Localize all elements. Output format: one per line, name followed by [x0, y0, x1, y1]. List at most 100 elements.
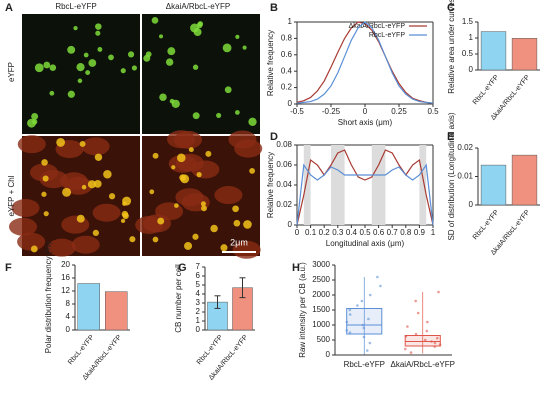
carboxysome — [192, 233, 199, 240]
carboxysome — [177, 153, 186, 163]
cell — [155, 202, 184, 221]
cell — [228, 130, 257, 149]
carboxysome — [31, 112, 39, 120]
cell — [92, 203, 121, 222]
y-tick-label: 500 — [317, 335, 331, 344]
carboxysome — [108, 193, 116, 200]
carboxysome — [49, 64, 57, 71]
carboxysome — [224, 86, 232, 94]
y-tick-label: 0.5 — [462, 49, 474, 58]
y-tick-label: 0 — [326, 350, 331, 359]
y-tick-label: 1 — [196, 316, 201, 325]
y-tick-label: 0 — [469, 65, 474, 74]
data-point — [379, 284, 382, 288]
micrograph — [22, 14, 140, 134]
y-tick-label: 0.6 — [281, 50, 293, 59]
carboxysome — [95, 30, 101, 36]
y-axis-label: Raw intensity per CB (a.u.) — [298, 262, 307, 358]
carboxysome — [127, 51, 135, 58]
panel-letter: H — [292, 262, 300, 274]
x-tick-label: ΔkaiA/RbcL-eYFP — [391, 360, 455, 369]
carboxysome — [32, 119, 38, 125]
data-point — [348, 308, 352, 312]
carboxysome — [131, 65, 137, 71]
carboxysome — [192, 64, 199, 70]
data-point — [360, 299, 364, 303]
carboxysome — [122, 201, 127, 206]
carboxysome — [184, 241, 193, 250]
carboxysome — [42, 175, 49, 182]
carboxysome — [248, 117, 257, 126]
carboxysome — [200, 201, 206, 207]
carboxysome — [157, 217, 165, 225]
y-tick-label: 0 — [469, 200, 474, 209]
column-label: RbcL-eYFP — [55, 2, 96, 11]
carboxysome — [152, 152, 159, 159]
panel-letter: C — [447, 2, 455, 14]
y-tick-label: 0.04 — [276, 180, 292, 189]
y-tick-label: 2000 — [312, 290, 330, 299]
x-tick-label: 0.6 — [373, 228, 385, 237]
carboxysome — [233, 219, 241, 227]
carboxysome — [205, 150, 212, 157]
carboxysome — [41, 159, 48, 166]
cell — [17, 135, 46, 154]
carboxysome — [196, 22, 203, 29]
x-tick-label: 0 — [295, 228, 300, 237]
y-tick-label: 3000 — [312, 260, 330, 269]
y-axis-label: Relative frequency — [266, 30, 275, 96]
y-tick-label: 0.01 — [457, 172, 473, 181]
x-tick-label: 0.9 — [414, 228, 426, 237]
shaded-region — [419, 145, 427, 225]
y-tick-label: 0.2 — [281, 83, 293, 92]
x-tick-label: 0.3 — [332, 228, 344, 237]
data-point — [348, 313, 352, 316]
bar — [511, 38, 538, 71]
x-axis-label: Longitudinal axis (μm) — [326, 239, 405, 248]
panel-letter: D — [270, 131, 278, 143]
panel-letter: E — [447, 131, 454, 143]
y-tick-label: 5 — [196, 280, 201, 289]
series-line — [296, 21, 434, 104]
data-point — [435, 336, 439, 340]
carboxysome — [87, 180, 96, 189]
carboxysome — [77, 78, 83, 84]
carboxysome — [108, 54, 114, 61]
carboxysome — [210, 224, 218, 233]
y-tick-label: 0.08 — [276, 140, 292, 149]
scale-bar-label: 2μm — [230, 237, 248, 247]
carboxysome — [56, 138, 66, 147]
carboxysome — [73, 25, 78, 31]
carboxysome — [81, 184, 87, 190]
data-point — [425, 329, 429, 333]
y-tick-label: 0 — [196, 325, 201, 334]
x-tick-label: 0.4 — [346, 228, 358, 237]
carboxysome — [43, 211, 49, 217]
carboxysome — [79, 140, 86, 147]
box — [346, 308, 383, 335]
bar — [480, 164, 507, 206]
carboxysome — [171, 165, 176, 170]
data-point — [406, 325, 409, 328]
carboxysome — [34, 63, 44, 73]
x-tick-label: 1 — [431, 228, 436, 237]
carboxysome — [193, 28, 202, 36]
carboxysome — [103, 169, 112, 179]
data-point — [376, 275, 379, 279]
y-axis-label: Polar distribution frequency (%) — [44, 241, 53, 353]
x-tick-label: 0.5 — [359, 228, 371, 237]
y-tick-label: 0 — [288, 99, 293, 108]
carboxysome — [192, 112, 200, 120]
carboxysome — [83, 52, 89, 58]
y-axis-label: SD of distribution (Longitudinal axis) — [447, 112, 456, 240]
x-tick-label: 0.8 — [400, 228, 412, 237]
carboxysome — [165, 58, 174, 66]
x-axis-label: Short axis (μm) — [338, 118, 393, 127]
bar — [480, 31, 507, 71]
shaded-region — [303, 145, 311, 225]
data-point — [423, 338, 427, 342]
y-tick-label: 20 — [61, 260, 70, 269]
carboxysome — [88, 59, 97, 67]
y-tick-label: 12 — [61, 286, 70, 295]
carboxysome — [92, 229, 99, 237]
